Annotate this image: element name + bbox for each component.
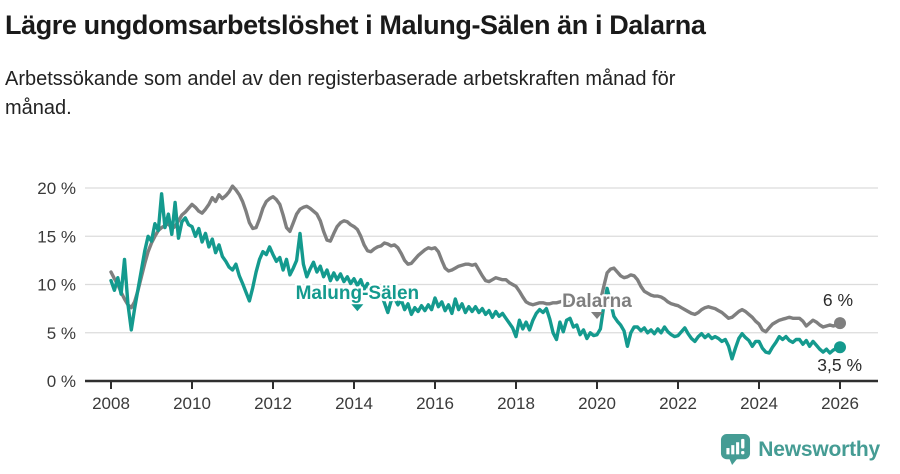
series-label-caret-icon bbox=[591, 311, 603, 319]
series-label-caret-icon bbox=[351, 304, 364, 312]
x-tick-label: 2024 bbox=[740, 394, 778, 413]
x-tick-label: 2026 bbox=[821, 394, 859, 413]
y-tick-label: 20 % bbox=[37, 179, 76, 198]
series-line-malung-sälen bbox=[109, 192, 842, 361]
series-label-malung-sälen: Malung-Sälen bbox=[296, 283, 420, 304]
series-end-dot-dalarna bbox=[834, 317, 846, 330]
newsworthy-wordmark: Newsworthy bbox=[758, 437, 880, 461]
x-tick-label: 2016 bbox=[416, 394, 454, 413]
newsworthy-icon bbox=[721, 434, 751, 465]
page-title: Lägre ungdomsarbetslöshet i Malung-Sälen… bbox=[5, 10, 706, 40]
series-line-dalarna bbox=[109, 184, 842, 334]
x-tick-label: 2012 bbox=[254, 394, 292, 413]
x-tick-label: 2022 bbox=[659, 394, 697, 413]
x-tick-label: 2014 bbox=[335, 394, 373, 413]
series-end-value-malung-sälen: 3,5 % bbox=[817, 355, 862, 375]
x-tick-label: 2010 bbox=[173, 394, 211, 413]
series-label-dalarna: Dalarna bbox=[562, 291, 632, 312]
y-tick-label: 15 % bbox=[37, 227, 76, 246]
series-end-dot-malung-sälen bbox=[834, 341, 846, 354]
y-tick-label: 10 % bbox=[37, 276, 76, 295]
chart-header: Lägre ungdomsarbetslöshet i Malung-Sälen… bbox=[5, 2, 885, 123]
x-tick-label: 2008 bbox=[92, 394, 130, 413]
newsworthy-logo: Newsworthy bbox=[720, 433, 880, 466]
series-end-value-dalarna: 6 % bbox=[823, 290, 853, 310]
y-tick-label: 0 % bbox=[47, 372, 76, 391]
y-tick-label: 5 % bbox=[47, 324, 76, 343]
x-tick-label: 2018 bbox=[497, 394, 535, 413]
page-subtitle: Arbetssökande som andel av den registerb… bbox=[5, 68, 676, 119]
x-tick-label: 2020 bbox=[578, 394, 616, 413]
